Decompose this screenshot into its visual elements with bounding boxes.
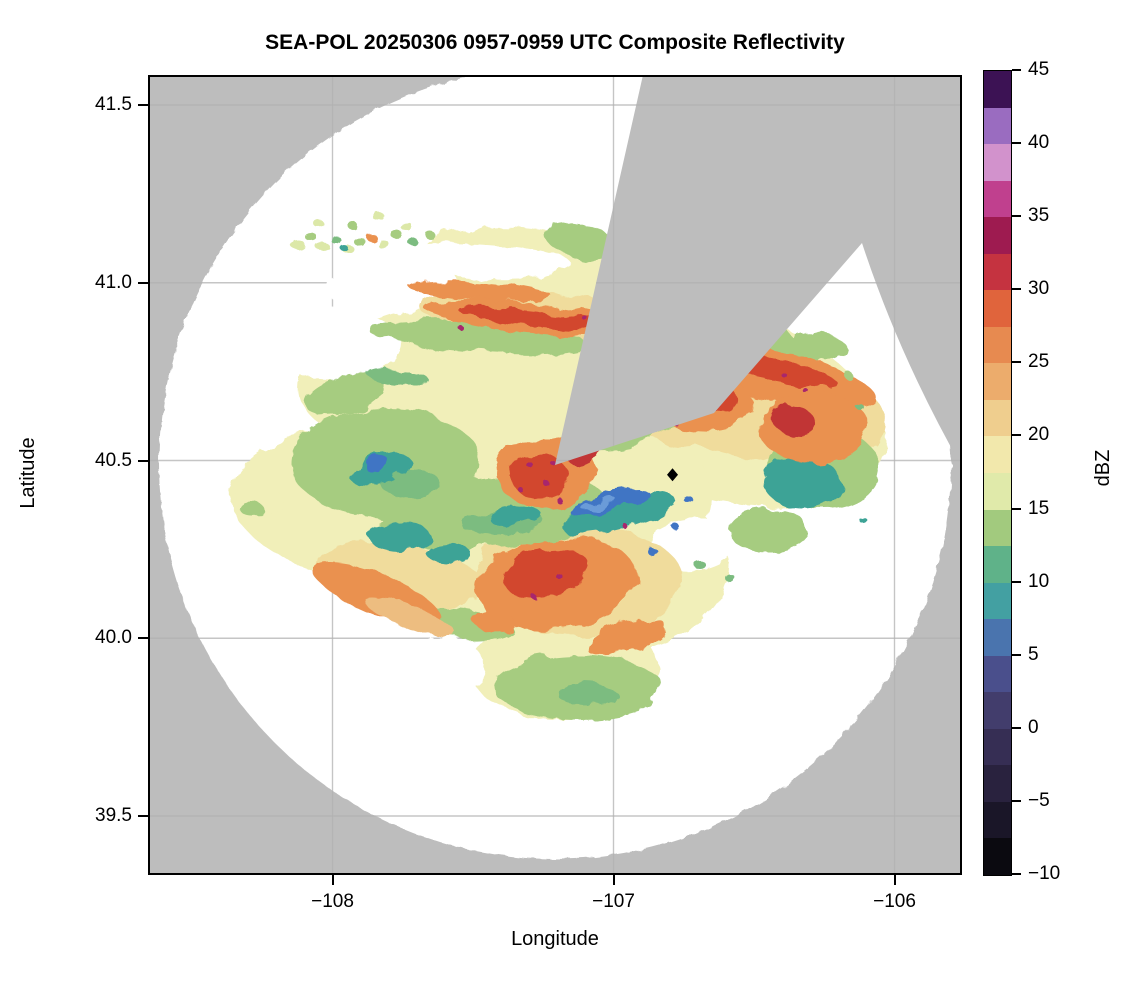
colorbar-segment (984, 509, 1011, 547)
colorbar-tick-label: 40 (1028, 132, 1050, 154)
colorbar-tick-label: 30 (1028, 278, 1050, 300)
colorbar-segment (984, 582, 1011, 620)
colorbar-segment (984, 71, 1011, 108)
colorbar-tick-mark (1012, 69, 1021, 71)
y-tick-mark (138, 459, 148, 462)
colorbar-tick-mark (1012, 507, 1021, 510)
colorbar-segment (984, 326, 1011, 364)
colorbar-tick-label: 5 (1028, 643, 1039, 665)
colorbar-segment (984, 399, 1011, 437)
colorbar-tick-mark (1012, 361, 1021, 364)
colorbar-tick-label: 15 (1028, 497, 1050, 519)
x-tick-label: −106 (873, 891, 916, 912)
colorbar-segment (984, 473, 1011, 510)
colorbar-tick-mark (1012, 653, 1021, 656)
colorbar-segment (984, 765, 1011, 802)
colorbar-tick-label: 35 (1028, 205, 1050, 227)
x-tick-mark (612, 875, 615, 885)
colorbar-tick-label: 45 (1028, 59, 1050, 80)
page-title: SEA-POL 20250306 0957-0959 UTC Composite… (265, 31, 845, 54)
colorbar-segment (984, 180, 1011, 218)
colorbar-segment (984, 253, 1011, 291)
blocked-sector-wedge (555, 75, 962, 467)
colorbar-tick-label: 10 (1028, 570, 1050, 592)
colorbar-tick-mark (1012, 215, 1021, 218)
colorbar-segment (984, 217, 1011, 254)
colorbar-segment (984, 838, 1011, 876)
y-tick-label: 41.0 (95, 271, 132, 293)
colorbar-tick-mark (1012, 799, 1021, 802)
y-tick-label: 40.5 (95, 449, 132, 471)
y-tick-label: 39.5 (95, 805, 132, 826)
colorbar (983, 70, 1012, 876)
y-tick-mark (138, 104, 148, 106)
colorbar-segment (984, 363, 1011, 400)
plot-frame (148, 75, 962, 875)
echo-speckles (240, 212, 867, 707)
y-axis-label: Latitude (17, 437, 39, 509)
echo-field (231, 221, 887, 719)
colorbar-segment (984, 144, 1011, 181)
radar-plot (148, 67, 962, 875)
colorbar-segment (984, 546, 1011, 583)
radar-plot-svg (148, 67, 962, 875)
x-tick-label: −107 (592, 891, 635, 912)
colorbar-segment (984, 655, 1011, 693)
colorbar-segment (984, 107, 1011, 145)
colorbar-tick-label: 20 (1028, 424, 1050, 446)
x-tick-mark (331, 875, 334, 885)
y-tick-label: 40.0 (95, 627, 132, 649)
y-tick-mark (138, 637, 148, 640)
colorbar-tick-mark (1012, 726, 1021, 729)
colorbar-tick-label: −10 (1028, 863, 1061, 884)
y-tick-label: 41.5 (95, 94, 132, 115)
colorbar-segment (984, 436, 1011, 474)
colorbar-label: dBZ (1092, 449, 1114, 487)
colorbar-segment (984, 801, 1011, 839)
y-tick-mark (138, 281, 148, 284)
colorbar-tick-mark (1012, 434, 1021, 437)
colorbar-tick-mark (1012, 873, 1021, 875)
colorbar-tick-mark (1012, 142, 1021, 145)
colorbar-segment (984, 619, 1011, 656)
colorbar-segment (984, 692, 1011, 729)
y-tick-mark (138, 815, 148, 817)
colorbar-segment (984, 290, 1011, 327)
colorbar-tick-mark (1012, 288, 1021, 291)
location-marker-diamond (667, 468, 679, 482)
colorbar-segment (984, 728, 1011, 766)
x-tick-mark (893, 875, 896, 885)
x-tick-label: −108 (311, 891, 354, 912)
colorbar-tick-label: −5 (1028, 789, 1050, 811)
colorbar-tick-mark (1012, 580, 1021, 583)
x-axis-label: Longitude (511, 928, 599, 950)
colorbar-tick-label: 0 (1028, 716, 1039, 738)
colorbar-tick-label: 25 (1028, 351, 1050, 373)
